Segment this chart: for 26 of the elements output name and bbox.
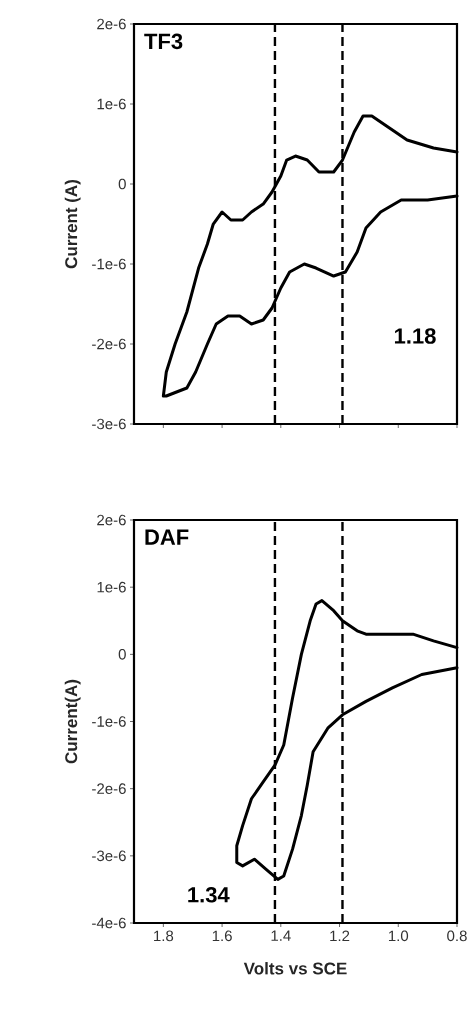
- y-tick-label: 2e-6: [97, 18, 126, 30]
- x-tick-label: 1.6: [212, 930, 232, 942]
- y-tick-label: -1e-6: [92, 258, 126, 270]
- x-tick-label: 1.0: [388, 930, 409, 942]
- y-tick-label: -2e-6: [92, 338, 126, 350]
- y-tick-label: 1e-6: [97, 581, 126, 593]
- chart-title: DAF: [145, 529, 189, 545]
- annotation: 1.18: [394, 328, 436, 344]
- annotation: 1.34: [188, 886, 230, 903]
- x-tick-label: 1.8: [154, 930, 174, 942]
- x-axis-title: Volts vs SCE: [243, 962, 347, 975]
- y-tick-label: -3e-6: [92, 418, 126, 430]
- y-tick-label: 0: [118, 178, 126, 190]
- x-tick-label: 0.8: [447, 930, 467, 942]
- y-tick-label: 0: [118, 649, 126, 660]
- y-tick-label: 1e-6: [97, 98, 126, 110]
- y-tick-label: -2e-6: [92, 783, 126, 794]
- y-tick-label: -3e-6: [92, 850, 126, 862]
- y-axis-title: Current(A): [64, 679, 81, 764]
- y-axis-title: Current (A): [64, 180, 81, 269]
- y-tick-label: -1e-6: [92, 716, 126, 727]
- y-tick-label: -4e-6: [92, 917, 126, 929]
- x-tick-label: 1.4: [271, 930, 291, 941]
- x-tick-label: 1.2: [330, 930, 350, 942]
- y-tick-label: 2e-6: [97, 514, 126, 526]
- chart-title: TF3: [144, 33, 183, 50]
